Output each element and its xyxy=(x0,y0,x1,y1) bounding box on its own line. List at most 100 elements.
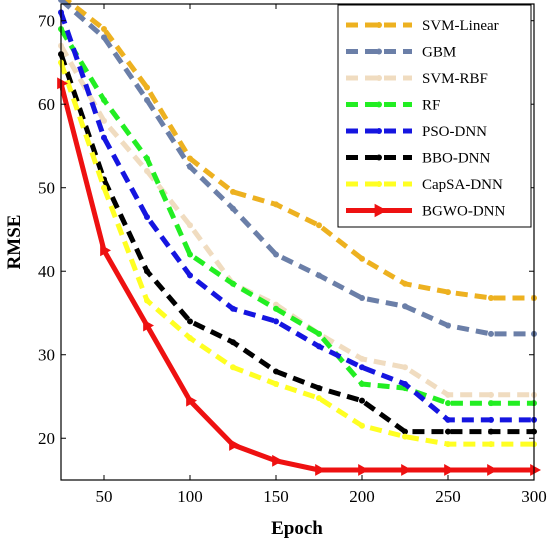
data-point xyxy=(445,391,451,398)
data-point xyxy=(487,464,498,476)
data-point xyxy=(230,305,236,312)
data-point xyxy=(144,84,150,91)
ticks-layer: 50 100 150 200 250 300 20 30 40 50 60 70 xyxy=(38,4,547,506)
series-line-gbm xyxy=(59,0,534,337)
x-tick-label: 200 xyxy=(349,487,375,506)
data-point xyxy=(488,330,494,337)
legend-label: GBM xyxy=(422,45,456,61)
data-point xyxy=(273,201,279,208)
data-point xyxy=(316,330,322,337)
legend-box xyxy=(337,4,532,228)
data-point xyxy=(358,464,369,476)
data-point xyxy=(144,268,150,275)
series-line-capsa-dnn xyxy=(58,61,534,447)
data-point xyxy=(101,184,107,191)
legend-marker xyxy=(376,22,382,28)
data-point xyxy=(401,464,412,476)
data-point xyxy=(316,385,322,392)
data-point xyxy=(144,155,150,162)
series-bgwo-dnn xyxy=(57,77,541,476)
data-point xyxy=(187,272,193,279)
x-tick-label: 250 xyxy=(435,487,461,506)
legend-marker xyxy=(374,203,387,218)
x-tick-label: 300 xyxy=(521,487,547,506)
y-tick-label: 60 xyxy=(38,95,55,114)
y-tick-label: 20 xyxy=(38,429,55,448)
data-point xyxy=(402,428,408,435)
data-point xyxy=(444,464,455,476)
data-point xyxy=(101,134,107,141)
data-point xyxy=(230,364,236,371)
series-svm-linear xyxy=(62,0,537,301)
data-point xyxy=(57,77,68,90)
data-point xyxy=(144,213,150,220)
data-point xyxy=(359,364,365,371)
series-line-pso-dnn xyxy=(58,11,534,423)
data-point xyxy=(230,339,236,346)
data-point xyxy=(445,428,451,435)
legend-label: SVM-Linear xyxy=(422,18,499,34)
data-point xyxy=(230,188,236,195)
data-point xyxy=(315,464,326,476)
data-point xyxy=(359,294,365,301)
data-point xyxy=(445,441,451,448)
data-point xyxy=(230,280,236,287)
legend-marker xyxy=(376,181,382,187)
data-point xyxy=(316,222,322,229)
series-bbo-dnn xyxy=(58,51,537,435)
data-point xyxy=(402,303,408,310)
x-tick-label: 50 xyxy=(96,487,113,506)
data-point xyxy=(530,464,541,476)
series-line-svm-linear xyxy=(62,0,534,301)
data-point xyxy=(144,168,150,175)
data-point xyxy=(273,368,279,375)
legend: SVM-Linear GBM SVM-RBF RF PSO-DNN BBO-DNN CapS… xyxy=(337,4,532,228)
series-line-rf xyxy=(58,27,534,406)
data-point xyxy=(359,380,365,387)
data-point xyxy=(445,322,451,329)
data-point xyxy=(402,364,408,371)
data-point xyxy=(187,163,193,170)
data-point xyxy=(488,294,494,301)
data-point xyxy=(359,422,365,429)
data-point xyxy=(316,272,322,279)
x-tick-label: 150 xyxy=(263,487,289,506)
legend-marker xyxy=(376,101,382,108)
data-point xyxy=(273,380,279,387)
legend-label: BGWO-DNN xyxy=(422,204,505,220)
data-point xyxy=(187,318,193,325)
data-point xyxy=(488,428,494,435)
data-point xyxy=(187,222,193,229)
data-point xyxy=(488,441,494,448)
data-point xyxy=(187,155,193,162)
data-point xyxy=(101,34,107,41)
data-point xyxy=(402,433,408,440)
data-point xyxy=(316,343,322,350)
data-point xyxy=(58,0,64,3)
data-point xyxy=(445,289,451,296)
data-point xyxy=(143,319,154,332)
legend-label: CapSA-DNN xyxy=(422,177,503,193)
y-tick-label: 30 xyxy=(38,346,55,365)
data-point xyxy=(101,117,107,124)
data-point xyxy=(187,335,193,342)
data-point xyxy=(273,318,279,325)
legend-label: BBO-DNN xyxy=(422,151,491,167)
data-point xyxy=(144,297,150,304)
data-point xyxy=(101,26,107,33)
data-point xyxy=(402,380,408,387)
series-capsa-dnn xyxy=(58,59,537,448)
data-point xyxy=(272,454,283,467)
y-tick-label: 70 xyxy=(38,12,55,31)
data-point xyxy=(100,244,111,257)
y-axis-title: RMSE xyxy=(4,215,25,270)
data-point xyxy=(488,391,494,398)
data-point xyxy=(488,416,494,423)
data-point xyxy=(359,255,365,262)
legend-marker xyxy=(376,128,382,134)
series-line-bbo-dnn xyxy=(58,53,534,435)
data-point xyxy=(359,355,365,362)
data-point xyxy=(359,397,365,404)
data-point xyxy=(445,400,451,407)
legend-label: RF xyxy=(422,98,440,114)
